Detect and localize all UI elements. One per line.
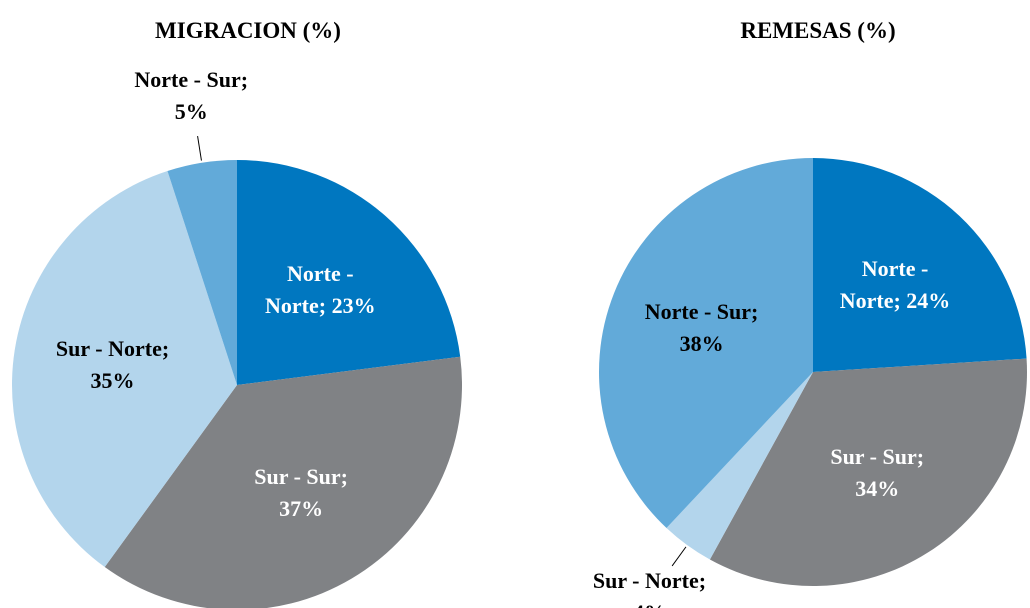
data-label: Sur - Sur; 34% (830, 444, 925, 502)
pie-slice (813, 158, 1027, 372)
data-label: Norte - Sur; 5% (134, 67, 249, 125)
data-label: Sur - Sur; 37% (254, 464, 348, 522)
pie-slice (104, 356, 462, 608)
pie-slice (237, 160, 461, 385)
data-label: Sur - Norte; 35% (55, 336, 170, 394)
leader-line (197, 136, 202, 161)
pie-slice (666, 372, 813, 560)
pie-slice (167, 160, 237, 385)
leader-line (671, 546, 687, 567)
pie-slice (599, 158, 813, 528)
data-label: Norte - Norte; 23% (265, 261, 376, 319)
data-label: Norte - Sur; 38% (644, 298, 759, 356)
pie-slice (12, 171, 237, 568)
data-label: Sur - Norte; 4% (592, 568, 707, 608)
chart-title: REMESAS (%) (740, 18, 895, 43)
chart-title: MIGRACION (%) (155, 18, 341, 43)
data-label: Norte - Norte; 24% (839, 255, 951, 313)
pie-slice (709, 358, 1027, 586)
